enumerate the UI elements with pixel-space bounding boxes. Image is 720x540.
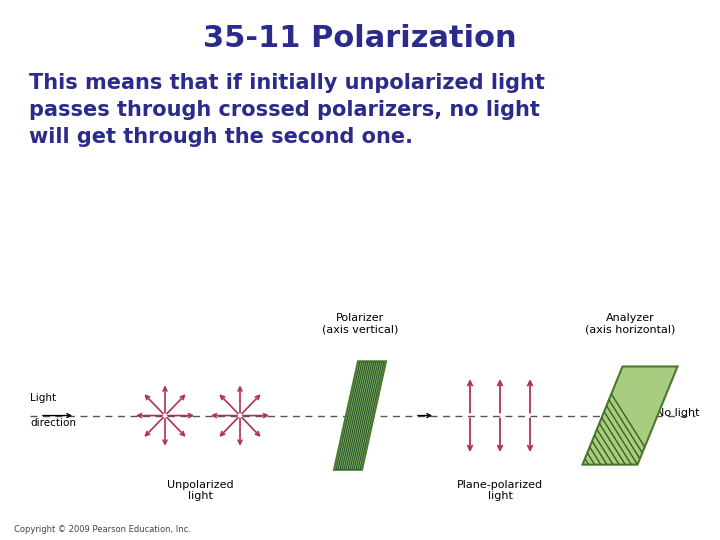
Text: Analyzer
(axis horizontal): Analyzer (axis horizontal) <box>585 313 675 335</box>
Text: Light: Light <box>30 393 56 403</box>
Polygon shape <box>334 361 386 470</box>
Text: Plane-polarized
light: Plane-polarized light <box>457 480 543 501</box>
Text: This means that if initially unpolarized light
passes through crossed polarizers: This means that if initially unpolarized… <box>29 73 544 147</box>
Text: No light: No light <box>657 408 700 418</box>
Text: direction: direction <box>30 417 76 428</box>
Text: Unpolarized
light: Unpolarized light <box>167 480 233 501</box>
Text: Copyright © 2009 Pearson Education, Inc.: Copyright © 2009 Pearson Education, Inc. <box>14 524 192 534</box>
Text: Polarizer
(axis vertical): Polarizer (axis vertical) <box>322 313 398 335</box>
Text: 35-11 Polarization: 35-11 Polarization <box>203 24 517 53</box>
Polygon shape <box>582 367 678 464</box>
